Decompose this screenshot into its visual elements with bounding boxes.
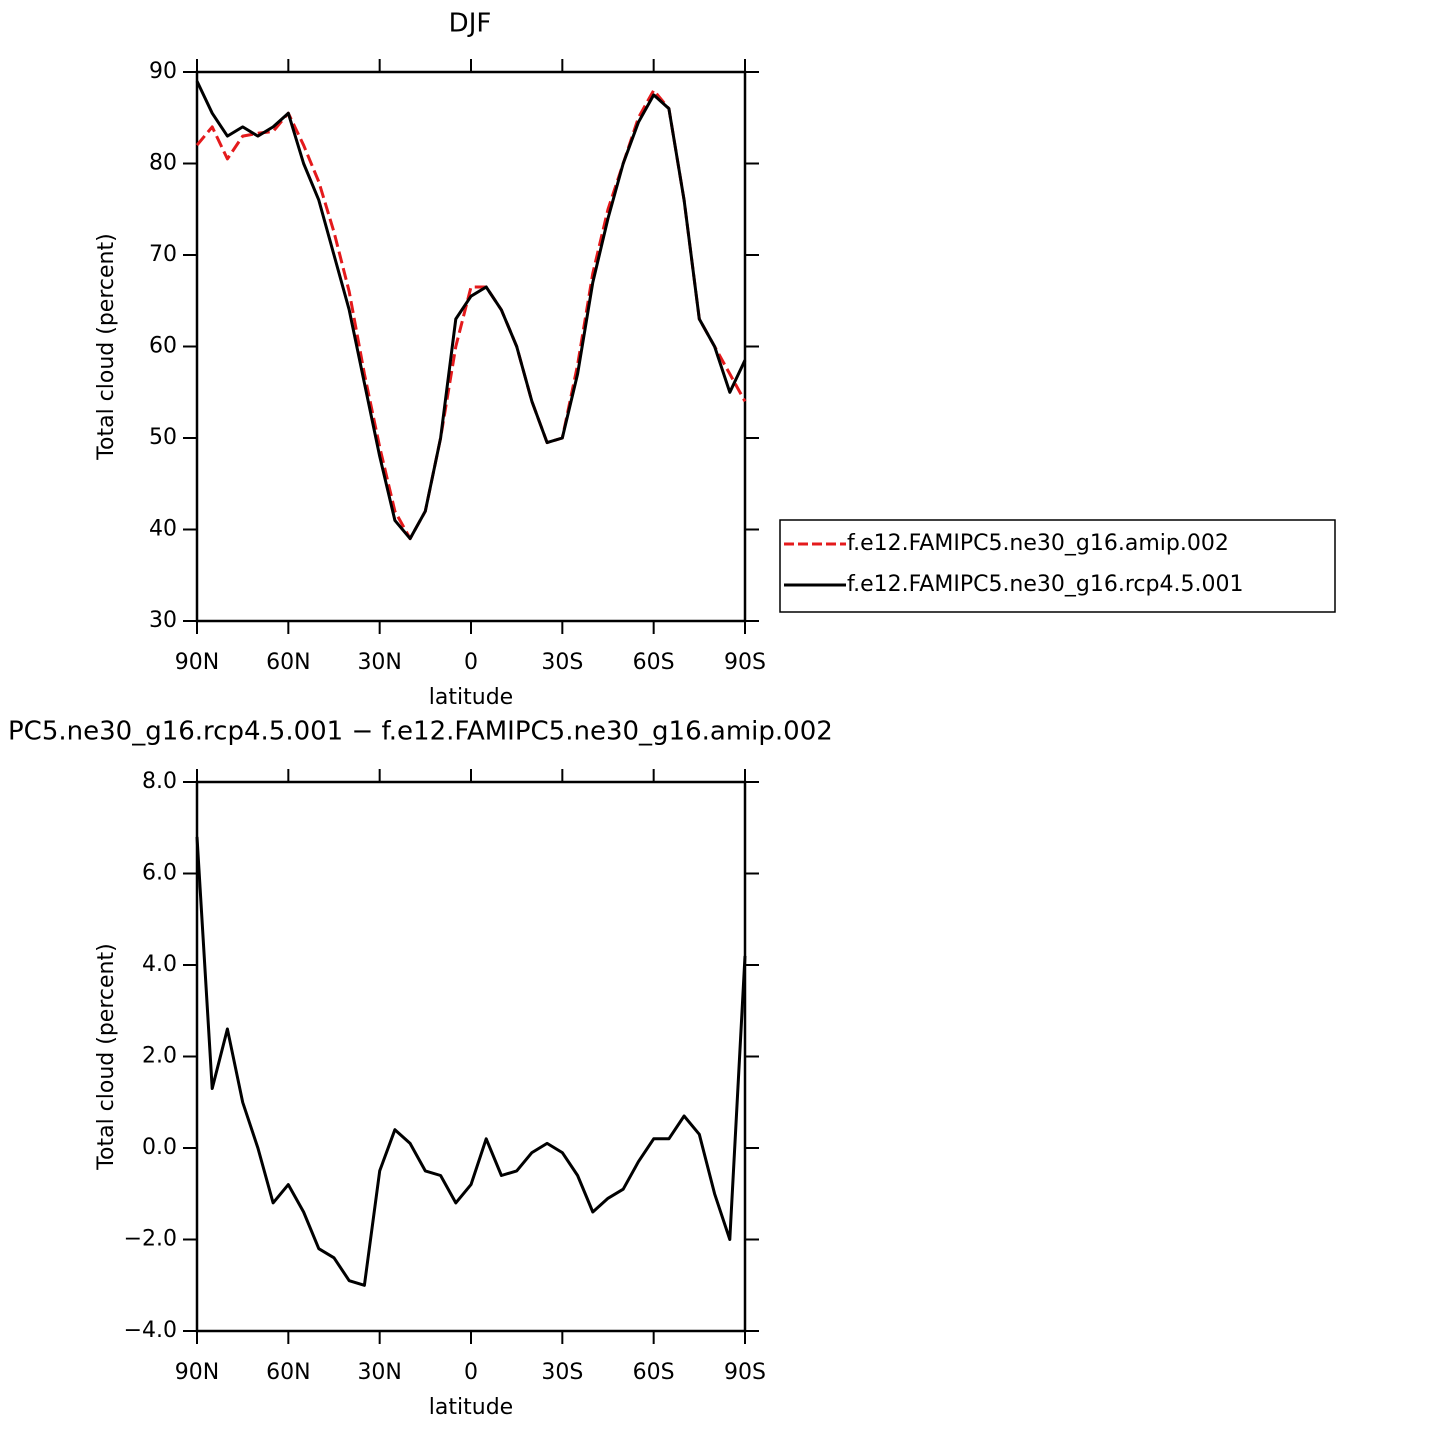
legend-label: f.e12.FAMIPC5.ne30_g16.rcp4.5.001 (847, 572, 1243, 597)
x-tick-label: 60S (633, 650, 675, 675)
y-axis-label: Total cloud (percent) (94, 233, 119, 460)
x-tick-label: 30S (541, 650, 583, 675)
x-tick-label: 30N (357, 1360, 401, 1385)
y-tick-label: 6.0 (142, 861, 177, 886)
x-axis-label: latitude (429, 1395, 513, 1420)
legend-box (779, 519, 1336, 613)
x-tick-label: 60N (266, 650, 310, 675)
x-tick-label: 90S (724, 650, 766, 675)
series-line (195, 80, 747, 541)
x-axis-label: latitude (429, 685, 513, 710)
y-tick-label: 50 (149, 425, 177, 450)
series-line (195, 836, 747, 1287)
y-tick-label: −4.0 (124, 1318, 177, 1343)
x-tick-label: 0 (464, 650, 478, 675)
x-tick-label: 60S (633, 1360, 675, 1385)
y-tick-label: 90 (149, 59, 177, 84)
y-tick-label: −2.0 (124, 1227, 177, 1252)
y-tick-label: 2.0 (142, 1044, 177, 1069)
y-tick-label: 60 (149, 334, 177, 359)
x-tick-label: 90S (724, 1360, 766, 1385)
x-tick-label: 30S (541, 1360, 583, 1385)
y-tick-label: 0.0 (142, 1135, 177, 1160)
y-tick-label: 40 (149, 517, 177, 542)
legend-label: f.e12.FAMIPC5.ne30_g16.amip.002 (847, 531, 1229, 556)
y-tick-label: 8.0 (142, 769, 177, 794)
plot-frame (195, 70, 747, 623)
x-tick-label: 30N (357, 650, 401, 675)
x-tick-label: 60N (266, 1360, 310, 1385)
x-tick-label: 0 (464, 1360, 478, 1385)
plot-frame (195, 780, 747, 1333)
x-tick-label: 90N (175, 1360, 219, 1385)
y-tick-label: 80 (149, 151, 177, 176)
chart-title: DJF (449, 9, 492, 39)
y-tick-label: 30 (149, 608, 177, 633)
y-tick-label: 70 (149, 242, 177, 267)
x-tick-label: 90N (175, 650, 219, 675)
y-axis-label: Total cloud (percent) (94, 943, 119, 1170)
y-tick-label: 4.0 (142, 952, 177, 977)
series-line (195, 88, 747, 541)
chart-title: PC5.ne30_g16.rcp4.5.001 − f.e12.FAMIPC5.… (8, 717, 833, 747)
